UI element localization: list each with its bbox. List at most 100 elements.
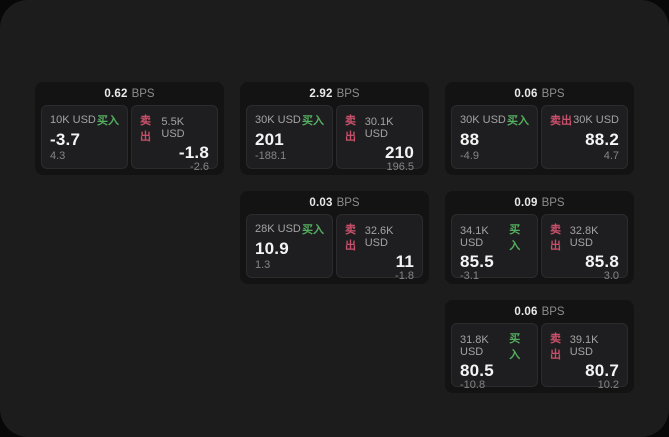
quote-card: 0.06 BPS 30K USD 买入 88 -4.9 卖出 30K USD 8… xyxy=(445,82,634,175)
bps-unit-label: BPS xyxy=(336,197,360,209)
buy-size: 31.8K USD xyxy=(460,334,489,358)
sell-panel[interactable]: 卖出 39.1K USD 80.7 10.2 xyxy=(541,323,628,391)
buy-header-row: 31.8K USD 买入 xyxy=(460,330,529,362)
sell-size: 5.5K USD xyxy=(161,116,185,140)
buy-label: 买入 xyxy=(302,224,324,236)
sell-header-row: 卖出 30K USD xyxy=(550,112,619,128)
buy-secondary-value: -4.9 xyxy=(460,150,479,162)
card-header: 0.62 BPS xyxy=(35,82,224,105)
buy-price: 88 xyxy=(460,129,480,149)
buy-panel[interactable]: 10K USD 买入 -3.7 4.3 xyxy=(41,105,128,169)
sell-secondary-value: 196.5 xyxy=(386,161,414,173)
buy-label: 买入 xyxy=(509,333,521,361)
sell-label: 卖出 xyxy=(345,224,356,252)
card-body: 34.1K USD 买入 85.5 -3.1 卖出 32.8K USD 85.8… xyxy=(445,214,634,282)
sell-secondary-value: 4.7 xyxy=(603,150,619,162)
quote-card: 0.62 BPS 10K USD 买入 -3.7 4.3 卖出 5.5K USD… xyxy=(35,82,224,175)
bps-spread-value: 2.92 xyxy=(309,88,333,100)
buy-panel[interactable]: 31.8K USD 买入 80.5 -10.8 xyxy=(451,323,538,391)
sell-panel[interactable]: 卖出 32.6K USD 11 -1.8 xyxy=(336,214,423,282)
sell-secondary-value: -1.8 xyxy=(395,270,414,282)
bps-spread-value: 0.62 xyxy=(104,88,128,100)
sell-label: 卖出 xyxy=(550,333,561,361)
sell-panel[interactable]: 卖出 5.5K USD -1.8 -2.6 xyxy=(131,105,218,173)
card-body: 28K USD 买入 10.9 1.3 卖出 32.6K USD 11 -1.8 xyxy=(240,214,429,282)
buy-price: 10.9 xyxy=(255,238,289,258)
buy-price: -3.7 xyxy=(50,129,81,149)
buy-header-row: 34.1K USD 买入 xyxy=(460,221,529,253)
sell-header-row: 卖出 30.1K USD xyxy=(345,112,414,144)
bps-spread-value: 0.09 xyxy=(514,197,538,209)
bps-unit-label: BPS xyxy=(336,88,360,100)
buy-secondary-value: -10.8 xyxy=(460,379,486,391)
buy-header-row: 28K USD 买入 xyxy=(255,221,324,237)
sell-panel[interactable]: 卖出 30K USD 88.2 4.7 xyxy=(541,105,628,169)
sell-size: 32.8K USD xyxy=(569,225,599,249)
buy-size: 34.1K USD xyxy=(460,225,489,249)
card-header: 0.06 BPS xyxy=(445,300,634,323)
buy-price: 201 xyxy=(255,129,284,149)
bps-spread-value: 0.03 xyxy=(309,197,333,209)
card-header: 0.09 BPS xyxy=(445,191,634,214)
buy-header-row: 30K USD 买入 xyxy=(460,112,529,128)
sell-secondary-value: -2.6 xyxy=(190,161,209,173)
bps-unit-label: BPS xyxy=(541,88,565,100)
buy-panel[interactable]: 34.1K USD 买入 85.5 -3.1 xyxy=(451,214,538,282)
sell-header-row: 卖出 5.5K USD xyxy=(140,112,209,144)
sell-secondary-value: 10.2 xyxy=(597,379,619,391)
buy-panel[interactable]: 28K USD 买入 10.9 1.3 xyxy=(246,214,333,278)
card-header: 2.92 BPS xyxy=(240,82,429,105)
buy-size: 30K USD xyxy=(255,114,301,126)
buy-secondary-value: 4.3 xyxy=(50,150,66,162)
buy-secondary-value: -188.1 xyxy=(255,150,287,162)
quote-card: 0.06 BPS 31.8K USD 买入 80.5 -10.8 卖出 39.1… xyxy=(445,300,634,393)
sell-label: 卖出 xyxy=(550,115,572,127)
card-body: 31.8K USD 买入 80.5 -10.8 卖出 39.1K USD 80.… xyxy=(445,323,634,391)
buy-label: 买入 xyxy=(302,115,324,127)
buy-size: 30K USD xyxy=(460,114,506,126)
sell-header-row: 卖出 39.1K USD xyxy=(550,330,619,362)
bps-unit-label: BPS xyxy=(541,197,565,209)
card-body: 30K USD 买入 201 -188.1 卖出 30.1K USD 210 1… xyxy=(240,105,429,173)
card-body: 10K USD 买入 -3.7 4.3 卖出 5.5K USD -1.8 -2.… xyxy=(35,105,224,173)
buy-price: 85.5 xyxy=(460,252,494,271)
sell-price: 80.7 xyxy=(585,361,619,380)
sell-size: 30K USD xyxy=(573,114,619,126)
sell-label: 卖出 xyxy=(550,224,561,252)
buy-header-row: 30K USD 买入 xyxy=(255,112,324,128)
buy-label: 买入 xyxy=(97,115,119,127)
card-body: 30K USD 买入 88 -4.9 卖出 30K USD 88.2 4.7 xyxy=(445,105,634,169)
bps-spread-value: 0.06 xyxy=(514,88,538,100)
sell-price: 85.8 xyxy=(585,252,619,271)
buy-header-row: 10K USD 买入 xyxy=(50,112,119,128)
sell-header-row: 卖出 32.8K USD xyxy=(550,221,619,253)
buy-price: 80.5 xyxy=(460,361,494,380)
bps-unit-label: BPS xyxy=(131,88,155,100)
buy-panel[interactable]: 30K USD 买入 88 -4.9 xyxy=(451,105,538,169)
quote-card: 0.03 BPS 28K USD 买入 10.9 1.3 卖出 32.6K US… xyxy=(240,191,429,284)
sell-header-row: 卖出 32.6K USD xyxy=(345,221,414,253)
sell-price: 88.2 xyxy=(585,129,619,149)
buy-size: 28K USD xyxy=(255,223,301,235)
sell-size: 32.6K USD xyxy=(364,225,394,249)
sell-secondary-value: 3.0 xyxy=(603,270,619,282)
buy-secondary-value: -3.1 xyxy=(460,270,479,282)
sell-price: 210 xyxy=(385,143,414,162)
sell-label: 卖出 xyxy=(140,115,151,143)
buy-panel[interactable]: 30K USD 买入 201 -188.1 xyxy=(246,105,333,169)
buy-secondary-value: 1.3 xyxy=(255,259,271,271)
sell-panel[interactable]: 卖出 32.8K USD 85.8 3.0 xyxy=(541,214,628,282)
bps-spread-value: 0.06 xyxy=(514,306,538,318)
sell-panel[interactable]: 卖出 30.1K USD 210 196.5 xyxy=(336,105,423,173)
quote-card: 0.09 BPS 34.1K USD 买入 85.5 -3.1 卖出 32.8K… xyxy=(445,191,634,284)
sell-size: 39.1K USD xyxy=(569,334,599,358)
buy-label: 买入 xyxy=(509,224,521,252)
card-header: 0.06 BPS xyxy=(445,82,634,105)
card-header: 0.03 BPS xyxy=(240,191,429,214)
sell-size: 30.1K USD xyxy=(364,116,394,140)
sell-price: 11 xyxy=(395,252,414,271)
sell-price: -1.8 xyxy=(178,143,209,162)
buy-size: 10K USD xyxy=(50,114,96,126)
quote-card: 2.92 BPS 30K USD 买入 201 -188.1 卖出 30.1K … xyxy=(240,82,429,175)
sell-label: 卖出 xyxy=(345,115,356,143)
